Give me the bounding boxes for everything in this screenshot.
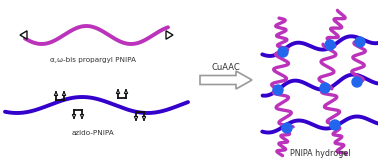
Polygon shape xyxy=(72,114,76,118)
Polygon shape xyxy=(54,92,58,96)
Text: azido-PNIPA: azido-PNIPA xyxy=(71,130,115,136)
Circle shape xyxy=(278,47,288,57)
Polygon shape xyxy=(134,117,138,120)
Polygon shape xyxy=(166,31,173,39)
Text: α,ω-bis propargyl PNIPA: α,ω-bis propargyl PNIPA xyxy=(50,57,136,63)
Polygon shape xyxy=(62,92,66,96)
FancyArrow shape xyxy=(200,71,252,89)
Polygon shape xyxy=(80,114,84,118)
Circle shape xyxy=(330,120,340,130)
Circle shape xyxy=(282,123,292,133)
Polygon shape xyxy=(142,117,146,120)
Circle shape xyxy=(352,77,362,87)
Circle shape xyxy=(325,40,335,50)
Polygon shape xyxy=(20,31,27,39)
Text: PNIPA hydrogel: PNIPA hydrogel xyxy=(290,149,350,158)
Polygon shape xyxy=(116,90,120,94)
Text: CuAAC: CuAAC xyxy=(212,63,240,72)
Circle shape xyxy=(355,37,365,47)
Circle shape xyxy=(320,83,330,93)
Polygon shape xyxy=(124,90,128,94)
Circle shape xyxy=(273,85,283,95)
